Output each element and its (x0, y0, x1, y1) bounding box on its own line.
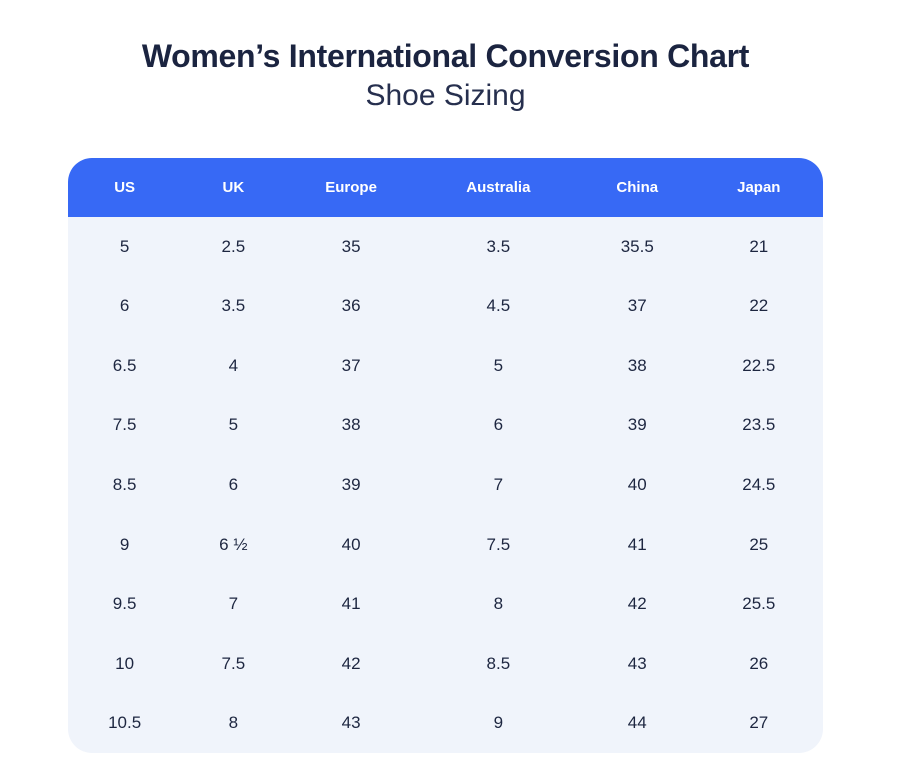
table-cell: 42 (627, 594, 647, 614)
table-cell: 24.5 (742, 475, 776, 495)
table-cell: 8 (493, 594, 504, 614)
table-cell: 35.5 (620, 236, 654, 256)
table-cell: 5 (493, 355, 504, 375)
table-cell: 39 (341, 475, 361, 495)
table-cell: 37 (341, 355, 361, 375)
page-content: Women’s International Conversion Chart S… (68, 0, 823, 753)
table-cell: 7.5 (486, 534, 511, 554)
table-cell: 9 (493, 713, 504, 733)
table-cell: 41 (627, 534, 647, 554)
column-header-australia: Australia (466, 179, 531, 196)
column-header-us: US (114, 179, 136, 196)
table-cell: 40 (627, 475, 647, 495)
table-cell: 4 (228, 355, 239, 375)
table-cell: 35 (341, 236, 361, 256)
table-row: 10.5 8 43 9 44 27 (68, 694, 823, 754)
table-cell: 7.5 (112, 415, 137, 435)
table-row: 10 7.5 42 8.5 43 26 (68, 634, 823, 694)
table-row: 6.5 4 37 5 38 22.5 (68, 336, 823, 396)
table-cell: 8.5 (112, 475, 137, 495)
table-cell: 41 (341, 594, 361, 614)
table-cell: 44 (627, 713, 647, 733)
table-cell: 6 (119, 296, 130, 316)
table-cell: 36 (341, 296, 361, 316)
table-cell: 7 (228, 594, 239, 614)
table-cell: 7.5 (221, 653, 246, 673)
table-cell: 10 (115, 653, 135, 673)
table-cell: 5 (228, 415, 239, 435)
conversion-table: US UK Europe Australia China Japan 5 2.5 3… (68, 158, 823, 753)
table-cell: 25 (749, 534, 769, 554)
table-row: 7.5 5 38 6 39 23.5 (68, 396, 823, 456)
table-cell: 6 ½ (219, 534, 248, 554)
table-cell: 9.5 (112, 594, 137, 614)
table-cell: 27 (749, 713, 769, 733)
table-cell: 37 (627, 296, 647, 316)
table-cell: 10.5 (108, 713, 142, 733)
table-cell: 25.5 (742, 594, 776, 614)
table-cell: 8.5 (486, 653, 511, 673)
table-cell: 6.5 (112, 355, 137, 375)
table-cell: 22 (749, 296, 769, 316)
table-cell: 4.5 (486, 296, 511, 316)
column-header-japan: Japan (737, 179, 781, 196)
table-cell: 23.5 (742, 415, 776, 435)
column-header-uk: UK (222, 179, 245, 196)
table-cell: 8 (228, 713, 239, 733)
table-cell: 6 (493, 415, 504, 435)
table-cell: 26 (749, 653, 769, 673)
table-cell: 39 (627, 415, 647, 435)
column-header-europe: Europe (325, 179, 377, 196)
table-header-row: US UK Europe Australia China Japan (68, 158, 823, 217)
table-cell: 38 (627, 355, 647, 375)
table-cell: 22.5 (742, 355, 776, 375)
page-title: Women’s International Conversion Chart (141, 38, 750, 74)
table-row: 6 3.5 36 4.5 37 22 (68, 277, 823, 337)
table-cell: 2.5 (221, 236, 246, 256)
table-cell: 6 (228, 475, 239, 495)
table-body: 5 2.5 35 3.5 35.5 21 6 3.5 36 4.5 37 22 6.5 4 37 5 38 22.… (68, 217, 823, 753)
table-cell: 38 (341, 415, 361, 435)
table-row: 8.5 6 39 7 40 24.5 (68, 455, 823, 515)
table-cell: 40 (341, 534, 361, 554)
table-cell: 7 (493, 475, 504, 495)
table-row: 9.5 7 41 8 42 25.5 (68, 574, 823, 634)
page-subtitle: Shoe Sizing (365, 79, 526, 112)
table-cell: 3.5 (486, 236, 511, 256)
table-cell: 5 (119, 236, 130, 256)
table-cell: 43 (627, 653, 647, 673)
table-row: 9 6 ½ 40 7.5 41 25 (68, 515, 823, 575)
table-cell: 3.5 (221, 296, 246, 316)
column-header-china: China (616, 179, 659, 196)
table-row: 5 2.5 35 3.5 35.5 21 (68, 217, 823, 277)
table-cell: 9 (119, 534, 130, 554)
table-cell: 21 (749, 236, 769, 256)
table-cell: 43 (341, 713, 361, 733)
table-cell: 42 (341, 653, 361, 673)
